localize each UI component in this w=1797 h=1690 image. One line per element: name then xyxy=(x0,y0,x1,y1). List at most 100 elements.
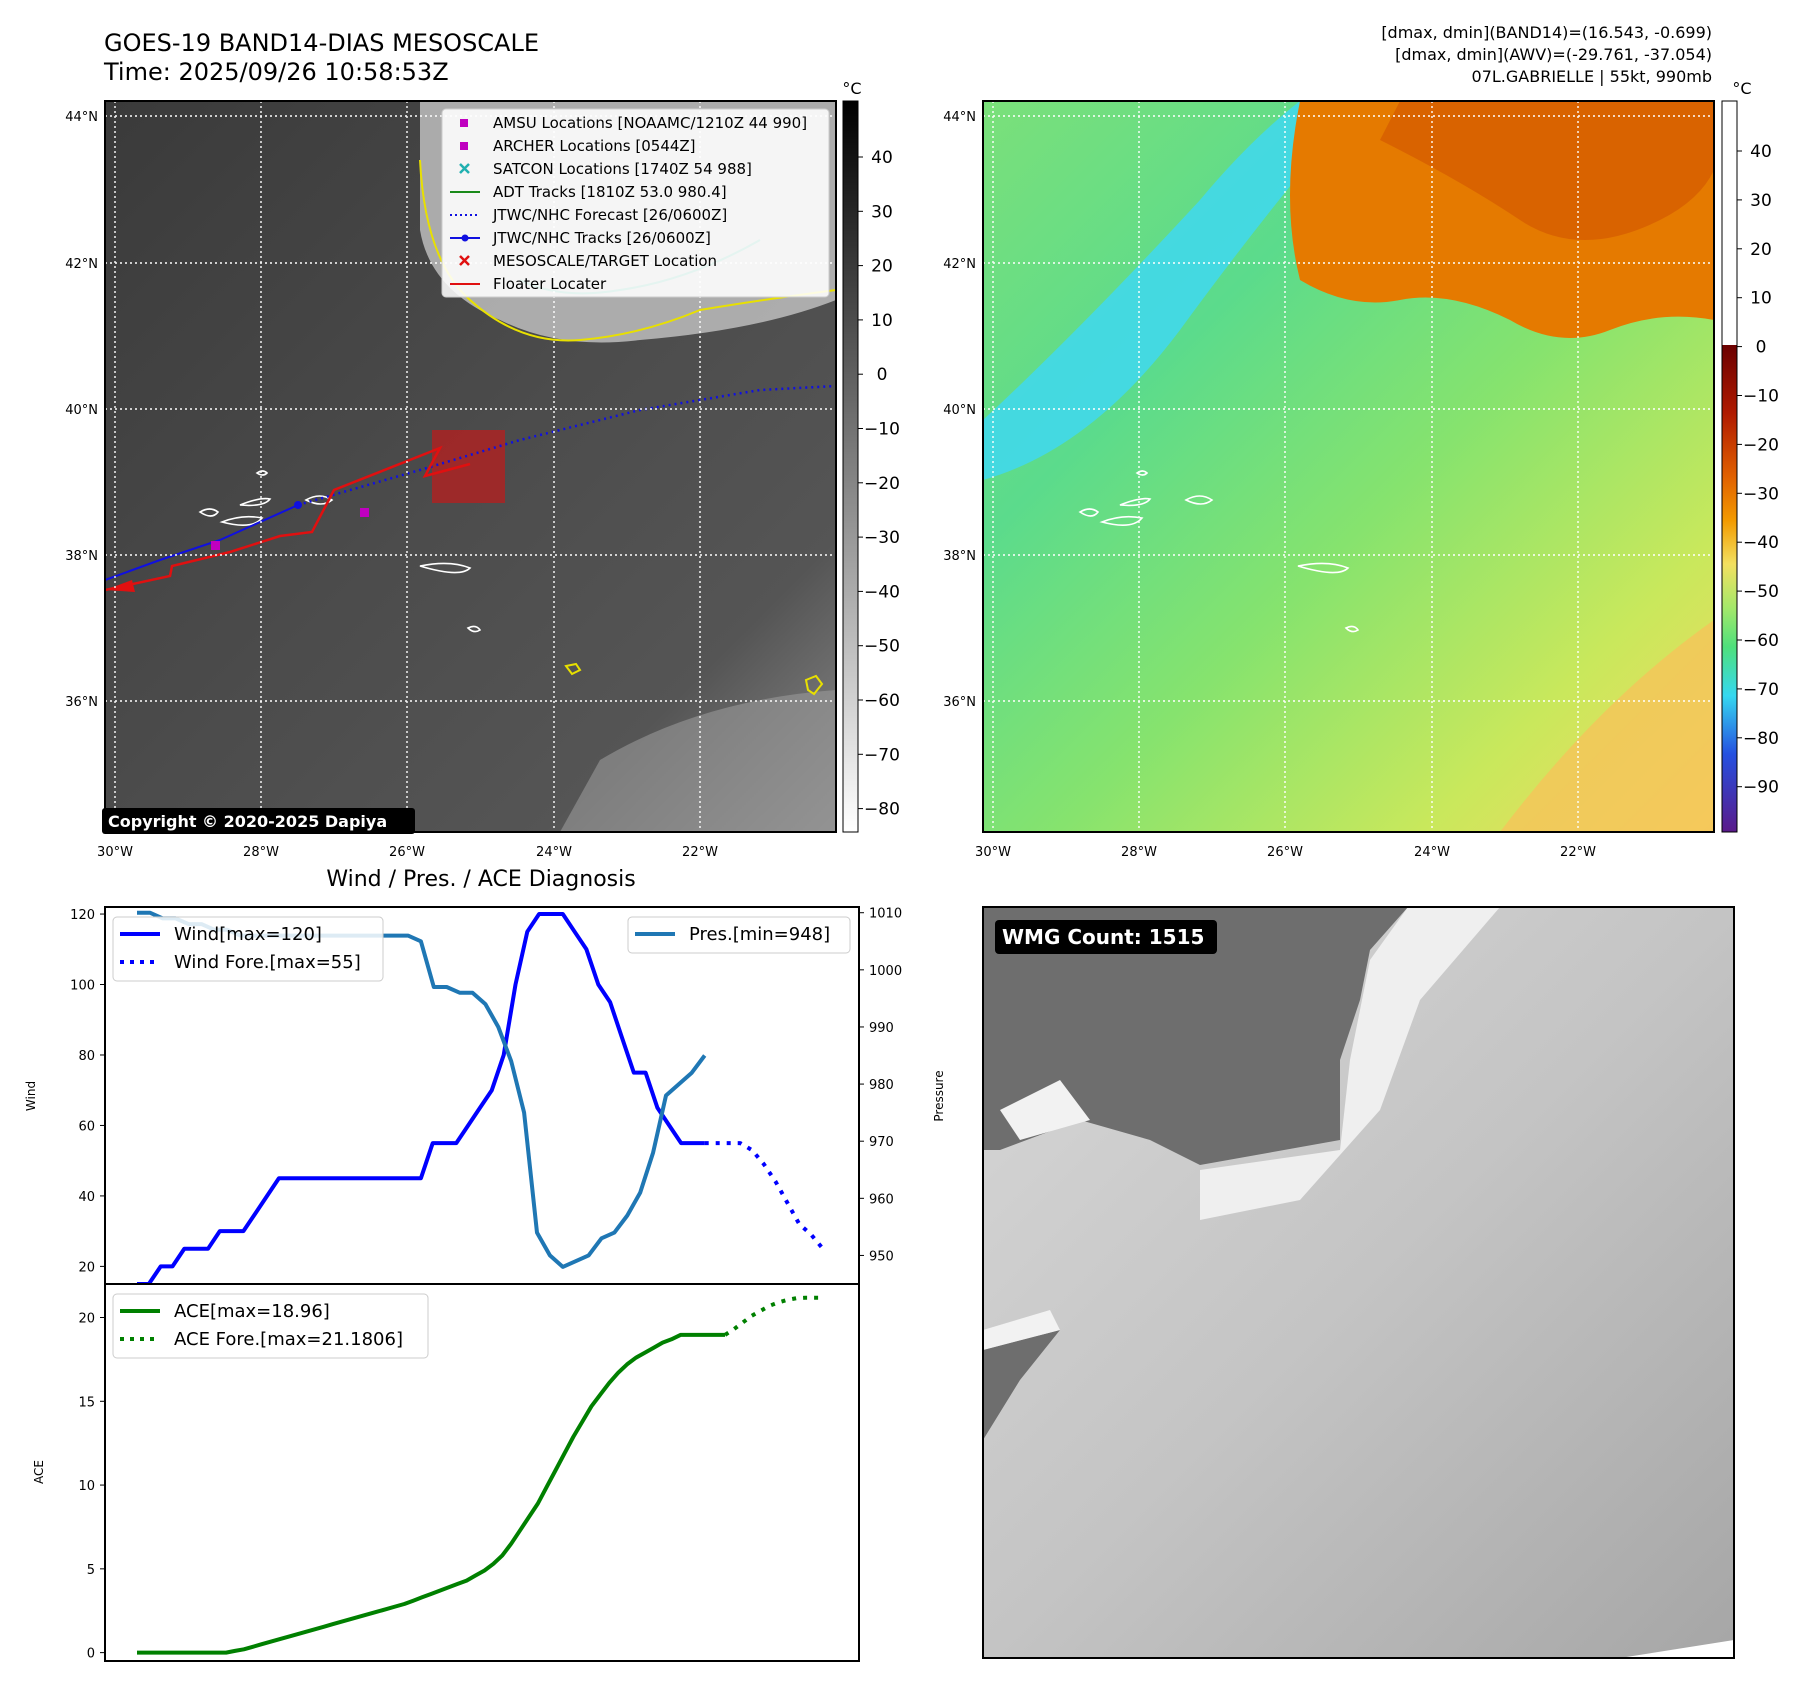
ace-ytick-label: 10 xyxy=(78,1479,95,1494)
jtwc-track-line xyxy=(105,504,299,581)
wv-lat-label: 40°N xyxy=(943,403,976,418)
floater-locater-line xyxy=(105,445,471,592)
diagnosis-title: Wind / Pres. / ACE Diagnosis xyxy=(326,867,635,892)
legend-item-label: JTWC/NHC Tracks [26/0600Z] xyxy=(492,229,711,247)
wv-colorbar-tick: −90 xyxy=(1743,778,1779,798)
pressure-ylabel: Pressure xyxy=(932,1070,946,1121)
legend-item-label: MESOSCALE/TARGET Location xyxy=(493,252,717,270)
ace-legend: ACE[max=18.96] ACE Fore.[max=21.1806] xyxy=(112,1293,429,1359)
ace-ytick-label: 20 xyxy=(78,1312,95,1327)
floater-arrow-head xyxy=(105,580,135,592)
wv-colorbar-tick: 40 xyxy=(1750,142,1772,162)
ir-lat-label: 40°N xyxy=(65,403,98,418)
ir-colorbar-tick: −20 xyxy=(864,474,900,494)
wv-colorbar-tick: −30 xyxy=(1743,484,1779,504)
wind-ylabel: Wind xyxy=(24,1081,38,1111)
wv-colorbar: °C 40 30 20 10 0 −10 −20 −30 −40 −50 −60 −70 −80 −90 xyxy=(1721,79,1779,833)
amsu-location xyxy=(360,508,369,517)
ir-contour-yellow-island xyxy=(564,662,824,696)
pressure-ytick-label: 970 xyxy=(869,1135,894,1150)
ir-colorbar-tick: −60 xyxy=(864,691,900,711)
mesoscale-target-box xyxy=(432,430,505,503)
wv-colorbar-tick: −70 xyxy=(1743,680,1779,700)
legend-item-label: ARCHER Locations [0544Z] xyxy=(493,137,696,155)
wind-ytick-label: 60 xyxy=(78,1119,95,1134)
wv-colorbar-tick: 20 xyxy=(1750,240,1772,260)
ir-colorbar-tick: −80 xyxy=(864,800,900,820)
ir-colorbar-tick: −30 xyxy=(864,528,900,548)
ir-colorbar-tick: −50 xyxy=(864,637,900,657)
legend: AMSU Locations [NOAAMC/1210Z 44 990] ARCH… xyxy=(441,108,830,298)
wv-lat-label: 42°N xyxy=(943,257,976,272)
ir-cloud-south xyxy=(560,690,836,832)
wmg-bright-band xyxy=(1200,907,1500,1220)
pressure-ytick-label: 990 xyxy=(869,1021,894,1036)
wv-colorbar-tick: −80 xyxy=(1743,729,1779,749)
ir-colorbar-tick: −70 xyxy=(864,745,900,765)
ir-colorbar-tick: 40 xyxy=(871,148,893,168)
wind-ytick-label: 80 xyxy=(78,1049,95,1064)
legend-square-marker xyxy=(460,119,468,127)
wv-dry-southeast xyxy=(1500,620,1714,832)
wv-lon-label: 30°W xyxy=(975,845,1011,860)
ir-colorbar-tick: −40 xyxy=(864,582,900,602)
pressure-ytick-label: 1000 xyxy=(869,964,902,979)
legend-item-label: SATCON Locations [1740Z 54 988] xyxy=(493,160,752,178)
ace-chart: 0 5 10 15 20 ACE ACE[max=18.96] ACE Fore.[ma… xyxy=(32,1283,860,1662)
wv-lat-label: 36°N xyxy=(943,695,976,710)
ace-ytick-label: 15 xyxy=(78,1395,95,1410)
legend-item-label: ADT Tracks [1810Z 53.0 980.4] xyxy=(493,183,727,201)
wv-lon-label: 24°W xyxy=(1414,845,1450,860)
ir-map-panel: Copyright © 2020-2025 Dapiya AMSU Locati… xyxy=(102,100,837,834)
wind-legend: Wind[max=120] Wind Fore.[max=55] xyxy=(112,916,384,982)
wv-lat-label: 38°N xyxy=(943,549,976,564)
pressure-ytick-label: 950 xyxy=(869,1249,894,1264)
pressure-ytick-label: 960 xyxy=(869,1192,894,1207)
ir-colorbar: °C 40 30 20 10 0 −10 −20 −30 −40 −50 −60 −70 −80 xyxy=(842,79,900,833)
info-awv: [dmax, dmin](AWV)=(-29.761, -37.054) xyxy=(1395,45,1712,64)
ace-series-line xyxy=(137,1332,725,1655)
figure-title: GOES-19 BAND14-DIAS MESOSCALE xyxy=(104,29,539,57)
ir-lon-label: 24°W xyxy=(536,845,572,860)
wind-ytick-label: 100 xyxy=(70,979,95,994)
azores-islands xyxy=(198,470,482,633)
wmg-panel: WMG Count: 1515 xyxy=(982,906,1735,1659)
ir-lon-label: 30°W xyxy=(97,845,133,860)
jtwc-track-point xyxy=(294,501,302,509)
wv-colorbar-unit: °C xyxy=(1732,79,1751,98)
info-band14: [dmax, dmin](BAND14)=(16.543, -0.699) xyxy=(1381,23,1712,42)
wv-map-panel xyxy=(982,100,1715,833)
pressure-legend-label: Pres.[min=948] xyxy=(689,924,830,945)
wv-gridlines xyxy=(983,101,1714,832)
wv-colorbar-tick: −60 xyxy=(1743,631,1779,651)
legend-x-marker xyxy=(459,255,470,266)
wmg-badge xyxy=(995,920,1217,954)
ir-lon-label: 22°W xyxy=(682,845,718,860)
wv-colorbar-tick: 0 xyxy=(1756,338,1767,358)
ir-colorbar-tick: −10 xyxy=(864,420,900,440)
copyright-text: Copyright © 2020-2025 Dapiya xyxy=(108,812,387,831)
ir-lat-label: 42°N xyxy=(65,257,98,272)
legend-item-label: AMSU Locations [NOAAMC/1210Z 44 990] xyxy=(493,114,807,132)
figure-time: Time: 2025/09/26 10:58:53Z xyxy=(103,58,449,86)
wind-series-line xyxy=(137,912,705,1286)
ace-forecast-line xyxy=(723,1295,823,1337)
wv-colorbar-tick: −40 xyxy=(1743,533,1779,553)
ir-lon-label: 28°W xyxy=(243,845,279,860)
archer-location xyxy=(211,541,220,550)
legend-item-label: Floater Locater xyxy=(493,275,607,293)
wv-moist-band xyxy=(983,101,1360,480)
ir-colorbar-unit: °C xyxy=(842,79,861,98)
wv-lon-label: 22°W xyxy=(1560,845,1596,860)
pressure-ytick-label: 1010 xyxy=(869,907,902,922)
ace-forecast-legend-label: ACE Fore.[max=21.1806] xyxy=(174,1329,403,1350)
ace-ylabel: ACE xyxy=(32,1460,46,1484)
ir-lat-label: 36°N xyxy=(65,695,98,710)
wmg-count-label: WMG Count: 1515 xyxy=(1002,925,1204,949)
wind-pres-chart: 20 40 60 80 100 120 950 960 970 980 990 1000 1010 Wi… xyxy=(24,906,946,1286)
ir-colorbar-tick: 20 xyxy=(871,257,893,277)
wind-ytick-label: 40 xyxy=(78,1190,95,1205)
pressure-ytick-label: 980 xyxy=(869,1078,894,1093)
ir-lat-label: 44°N xyxy=(65,110,98,125)
legend-x-marker xyxy=(459,163,470,174)
